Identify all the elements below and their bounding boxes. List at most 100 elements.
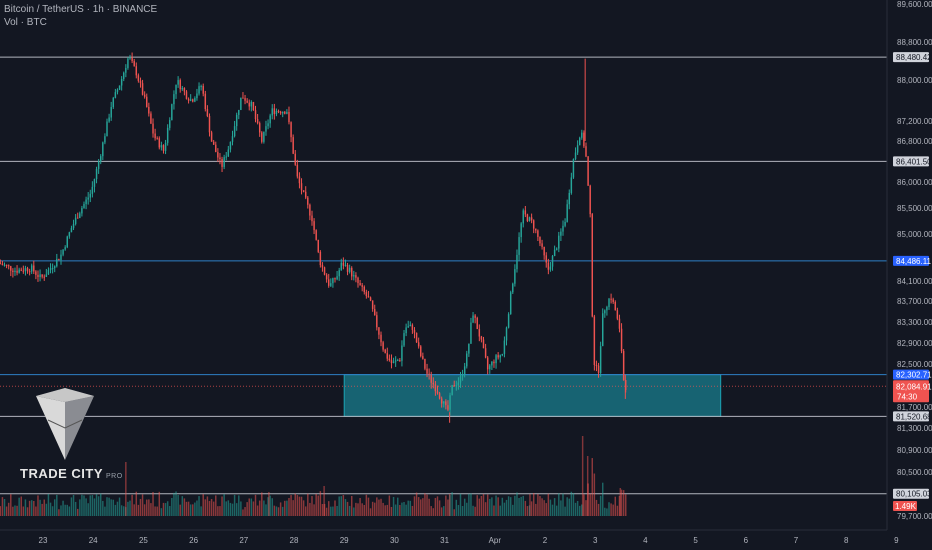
volume-bar	[576, 500, 579, 516]
candle-body	[279, 111, 282, 114]
candle-body	[223, 157, 225, 167]
volume-bar	[348, 505, 351, 516]
volume-bar	[380, 498, 382, 516]
volume-bar	[405, 504, 407, 516]
candle-body	[555, 248, 558, 250]
volume-bar	[1, 497, 4, 516]
candle-body	[321, 265, 324, 268]
y-tick-label: 80,900.00	[897, 446, 932, 455]
volume-bar	[3, 498, 6, 516]
volume-bar	[315, 493, 317, 516]
price-tag-label: 80,105.03	[896, 490, 932, 499]
volume-bar	[451, 492, 453, 516]
y-tick-label: 79,700.00	[897, 512, 932, 521]
volume-bar	[254, 494, 257, 516]
candle-body	[541, 243, 543, 247]
candle-body	[478, 329, 481, 337]
volume-bar	[338, 496, 340, 516]
x-tick-label: 27	[239, 536, 248, 545]
candle-body	[192, 99, 194, 102]
volume-bar	[286, 500, 288, 516]
price-tag-label: 82,084.91	[896, 382, 932, 391]
volume-bar	[572, 493, 575, 516]
volume-bar	[466, 502, 468, 516]
volume-bar	[472, 505, 474, 516]
candle-body	[407, 326, 409, 328]
volume-bar	[123, 506, 125, 516]
volume-bar	[187, 501, 190, 516]
x-tick-label: 9	[894, 536, 899, 545]
candle-body	[482, 339, 485, 349]
volume-bar	[415, 492, 418, 516]
volume-bar	[361, 503, 363, 516]
volume-bar	[457, 505, 460, 516]
candle-body	[319, 251, 322, 266]
candle-body	[434, 384, 437, 392]
candle-body	[547, 262, 550, 270]
volume-bar	[66, 504, 68, 516]
y-tick-label: 88,000.00	[897, 76, 932, 85]
volume-bar	[597, 503, 600, 516]
candle-body	[374, 309, 376, 316]
candle-body	[5, 264, 8, 266]
volume-bars	[0, 436, 627, 516]
volume-bar	[541, 498, 543, 516]
volume-bar	[371, 501, 374, 516]
candle-body	[476, 317, 478, 330]
candle-body	[58, 258, 60, 260]
candle-body	[595, 364, 598, 366]
price-tag	[893, 369, 929, 380]
candle-body	[403, 333, 405, 346]
candle-body	[20, 269, 22, 271]
volume-bar	[198, 496, 200, 516]
price-tag	[893, 255, 929, 266]
y-tick-label: 84,100.00	[897, 277, 932, 286]
y-tick-label: 81,300.00	[897, 424, 932, 433]
volume-bar	[507, 496, 510, 516]
volume-bar	[120, 505, 123, 516]
volume-bar	[238, 495, 240, 516]
candle-body	[43, 276, 45, 278]
candle-body	[549, 266, 552, 270]
volume-bar	[516, 492, 518, 516]
candle-body	[608, 298, 610, 308]
candle-body	[112, 97, 115, 108]
candle-body	[221, 159, 223, 167]
candle-body	[300, 183, 303, 191]
volume-bar	[206, 496, 209, 516]
volume-bar	[417, 497, 420, 516]
volume-bar	[154, 506, 156, 516]
candle-body	[470, 322, 472, 344]
volume-bar	[273, 505, 276, 516]
candle-body	[376, 315, 378, 328]
candle-body	[361, 285, 363, 287]
volume-bar	[263, 500, 265, 516]
candle-body	[108, 117, 110, 122]
candle-body	[336, 276, 338, 280]
candle-body	[215, 144, 217, 153]
candle-body	[445, 401, 447, 406]
candle-body	[420, 346, 422, 357]
volume-spike	[529, 494, 531, 516]
candle-body	[332, 278, 334, 284]
price-tag	[893, 488, 929, 499]
volume-bar	[141, 494, 144, 516]
candle-body	[248, 102, 250, 107]
volume-bar	[407, 500, 409, 516]
volume-bar	[39, 499, 41, 516]
candle-body	[141, 83, 144, 95]
volume-bar	[173, 492, 175, 516]
volume-bar	[330, 506, 332, 516]
volume-bar	[601, 482, 604, 516]
candle-body	[173, 94, 175, 105]
candle-body	[139, 80, 142, 84]
candle-body	[380, 334, 382, 343]
candle-body	[83, 203, 85, 209]
volume-bar	[543, 500, 545, 516]
volume-bar	[87, 503, 89, 516]
volume-bar	[41, 503, 43, 516]
candle-body	[91, 186, 94, 194]
volume-bar	[281, 506, 284, 516]
volume-bar	[246, 502, 248, 516]
